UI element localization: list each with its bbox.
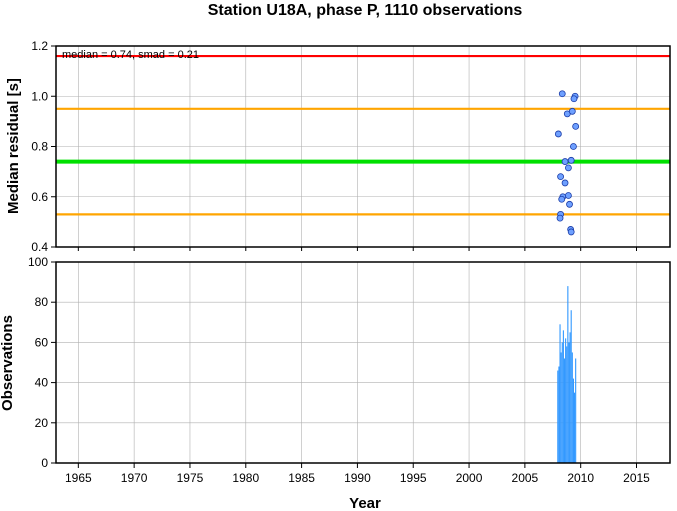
observations-y-tick-label: 40 — [35, 376, 49, 390]
observation-bar — [572, 378, 574, 463]
residual-point — [565, 164, 572, 172]
observation-bar — [566, 346, 568, 463]
residual-stats-annotation: median = 0.74, smad = 0.21 — [62, 49, 199, 61]
residual-point — [572, 123, 580, 130]
observation-bar — [561, 342, 563, 463]
year-x-tick-label: 2015 — [623, 471, 650, 485]
observation-bar — [567, 286, 569, 463]
residual-y-tick-label: 0.6 — [31, 190, 48, 204]
observation-bar — [568, 342, 570, 463]
residual-y-tick-label: 1.2 — [31, 39, 48, 53]
residual-point — [557, 173, 564, 181]
observation-bar — [563, 358, 566, 463]
observation-bar — [562, 330, 564, 463]
residual-panel: 0.4 0.6 0.8 1.0 1.2 median = 0.74, smad = 0.… — [5, 39, 671, 254]
year-x-tick-label: 1995 — [400, 471, 427, 485]
residual-y-axis-label: Median residual [s] — [5, 78, 22, 214]
observation-bar — [559, 324, 561, 463]
residual-point — [570, 95, 578, 103]
observations-y-axis-label: Observations — [0, 315, 16, 411]
chart-title: Station U18A, phase P, 1110 observations — [208, 2, 523, 19]
year-x-tick-label: 2010 — [567, 471, 594, 485]
observation-bar — [557, 370, 559, 463]
observation-bar — [571, 352, 573, 463]
residual-point — [558, 195, 566, 203]
observations-y-tick-label: 100 — [28, 255, 48, 269]
year-x-tick-label: 2000 — [456, 471, 483, 485]
residual-y-tick-label: 0.4 — [31, 240, 48, 254]
year-x-tick-label: 2005 — [512, 471, 539, 485]
observations-panel-frame — [55, 261, 671, 464]
observations-panel: 0 20 40 60 80 100 1965 1970 1975 1980 1985 1990 1995… — [0, 255, 671, 511]
residual-point — [568, 107, 576, 115]
residual-point — [566, 200, 573, 208]
residual-point — [567, 156, 575, 164]
observation-bar — [565, 338, 567, 463]
year-x-tick-label: 1985 — [288, 471, 315, 485]
observation-bar — [570, 310, 572, 463]
observation-bar — [569, 332, 571, 463]
year-x-tick-label: 1975 — [177, 471, 204, 485]
observation-bar — [558, 366, 560, 463]
observation-bar — [575, 358, 577, 463]
residual-point — [558, 90, 566, 98]
year-x-axis-label: Year — [349, 495, 381, 511]
residual-point — [567, 228, 575, 236]
observations-y-tick-label: 60 — [35, 335, 49, 349]
residual-y-tick-label: 0.8 — [31, 140, 48, 154]
year-x-tick-label: 1970 — [121, 471, 148, 485]
observations-y-tick-label: 80 — [35, 295, 49, 309]
residual-y-tick-label: 1.0 — [31, 89, 48, 103]
year-x-tick-label: 1990 — [344, 471, 371, 485]
residual-point — [570, 143, 577, 150]
observations-y-tick-label: 20 — [35, 416, 49, 430]
observation-bar — [573, 392, 576, 463]
observations-y-tick-label: 0 — [41, 456, 48, 470]
year-x-tick-label: 1965 — [65, 471, 92, 485]
residual-point — [565, 192, 572, 199]
observation-bar — [560, 352, 562, 463]
residual-point — [561, 158, 569, 165]
residual-point — [556, 214, 564, 222]
residual-point — [554, 130, 562, 138]
residual-point — [561, 179, 569, 187]
year-x-tick-label: 1980 — [232, 471, 259, 485]
